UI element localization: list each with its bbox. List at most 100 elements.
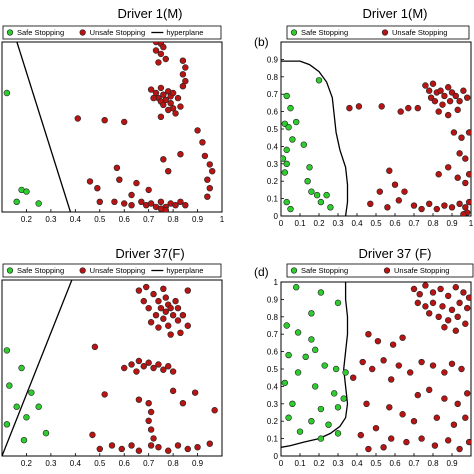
unsafe-stopping-point (167, 99, 174, 107)
panel-title: Driver 37 (F) (359, 246, 432, 261)
unsafe-stopping-point (147, 408, 155, 416)
unsafe-stopping-point (101, 391, 108, 398)
unsafe-stopping-point (157, 198, 165, 206)
unsafe-stopping-point (429, 299, 437, 307)
unsafe-stopping-point (135, 357, 143, 365)
unsafe-stopping-point (429, 289, 437, 296)
safe-stopping-point (306, 164, 313, 171)
safe-stopping-point (342, 369, 349, 376)
plot-area: 0 0.1 0.2 0.3 0.4 0.5 0.6 0.7 0.8 0.9 0 0.1 0.2 0.3 0.… (267, 263, 474, 468)
panel-driver-37-f-hyperplane: Driver 37(F) 0.2 0.3 0.4 0.5 0.6 0.7 0.8 0.9 Saf… (1, 246, 223, 468)
safe-stopping-point (283, 198, 290, 206)
safe-stopping-point (304, 178, 311, 185)
unsafe-stopping-point (454, 400, 461, 407)
legend: Safe Stopping Unsafe Stopping (286, 25, 470, 40)
unsafe-stopping-point (174, 442, 182, 449)
unsafe-stopping-point (140, 297, 147, 305)
safe-stopping-point (340, 395, 347, 402)
unsafe-stopping-point (441, 395, 448, 402)
x-tick-label: 1 (469, 219, 474, 228)
unsafe-stopping-point (179, 71, 187, 78)
unsafe-stopping-point (445, 164, 452, 171)
unsafe-stopping-point (433, 205, 440, 213)
safe-stopping-point (308, 310, 315, 317)
panel-title: Driver 1(M) (363, 6, 428, 21)
unsafe-stopping-point (184, 445, 191, 453)
safe-stopping-point (332, 365, 340, 373)
x-tick-label: 0.7 (408, 219, 420, 228)
unsafe-stopping-point (441, 369, 448, 376)
unsafe-stopping-point (464, 390, 471, 397)
unsafe-stopping-point (446, 97, 454, 105)
unsafe-stopping-point (157, 84, 165, 92)
unsafe-stopping-point (456, 97, 463, 105)
unsafe-stopping-point (465, 438, 471, 446)
unsafe-stopping-point (414, 104, 421, 112)
y-tick-label: 0.3 (267, 400, 279, 409)
unsafe-stopping-point (182, 77, 189, 85)
x-tick-label: 0.9 (446, 459, 458, 468)
unsafe-stopping-point (145, 359, 152, 366)
y-tick-label: 0.6 (267, 348, 279, 357)
unsafe-stopping-point (365, 445, 372, 453)
unsafe-stopping-point (177, 151, 184, 158)
unsafe-stopping-point (388, 376, 395, 383)
unsafe-stopping-point (359, 358, 366, 366)
unsafe-stopping-point (150, 364, 157, 372)
unsafe-stopping-point (414, 299, 421, 307)
unsafe-stopping-point (169, 312, 177, 319)
unsafe-stopping-point (167, 331, 174, 338)
unsafe-stopping-point (410, 418, 418, 425)
x-tick-label: 0.1 (294, 459, 306, 468)
y-tick-label: 0.9 (267, 55, 279, 64)
unsafe-stopping-point (386, 167, 393, 174)
legend-label: hyperplane (166, 266, 203, 275)
y-tick-label: 0.6 (267, 108, 279, 117)
unsafe-stopping-point (147, 319, 155, 326)
unsafe-stopping-point (204, 176, 211, 183)
legend-label: hyperplane (166, 28, 203, 37)
unsafe-stopping-point (135, 447, 143, 454)
unsafe-stopping-point (74, 115, 81, 122)
y-tick-label: 0 (274, 452, 279, 461)
x-tick-label: 0.3 (332, 219, 344, 228)
safe-stopping-point (312, 383, 319, 390)
legend-safe-swatch (6, 267, 14, 274)
hyperplane-line (2, 280, 73, 456)
safe-stopping-point (13, 403, 20, 410)
unsafe-stopping-point (128, 361, 135, 368)
safe-stopping-point (317, 289, 325, 296)
x-tick-label: 0.2 (21, 459, 33, 468)
safe-stopping-point (285, 124, 292, 131)
unsafe-stopping-point (437, 87, 444, 94)
safe-stopping-point (283, 92, 290, 100)
unsafe-stopping-point (177, 329, 184, 336)
unsafe-stopping-point (160, 156, 167, 163)
unsafe-stopping-point (378, 103, 385, 110)
safe-stopping-point (23, 414, 30, 421)
unsafe-stopping-point (437, 285, 444, 293)
plot-area: 0 0.1 0.2 0.3 0.4 0.5 0.6 0.7 0.8 0.9 1 0 0.1 0.2 0.3 0… (267, 25, 474, 228)
unsafe-stopping-point (135, 396, 143, 403)
safe-stopping-point (294, 329, 302, 336)
decision-boundary (281, 60, 349, 216)
unsafe-stopping-point (157, 304, 165, 312)
unsafe-stopping-point (165, 168, 172, 175)
unsafe-stopping-point (182, 202, 189, 209)
x-tick-label: 0.8 (427, 459, 439, 468)
panel-driver-1-m-hyperplane: Driver 1(M) 0.2 0.3 0.4 0.5 0.6 0.7 0.8 0.9 1 Saf… (1, 6, 225, 224)
safe-stopping-point (20, 436, 28, 444)
unsafe-stopping-point (376, 188, 383, 195)
x-tick-label: 0.9 (192, 215, 204, 224)
unsafe-stopping-point (397, 108, 404, 115)
unsafe-stopping-point (410, 202, 418, 209)
unsafe-stopping-point (439, 101, 446, 108)
unsafe-stopping-point (388, 435, 395, 442)
y-tick-label: 0.5 (267, 125, 279, 134)
unsafe-stopping-point (426, 386, 433, 394)
unsafe-stopping-point (401, 188, 408, 195)
safe-stopping-point (317, 435, 325, 442)
safe-stopping-point (334, 299, 342, 307)
unsafe-stopping-point (435, 171, 442, 178)
unsafe-stopping-point (199, 139, 206, 146)
